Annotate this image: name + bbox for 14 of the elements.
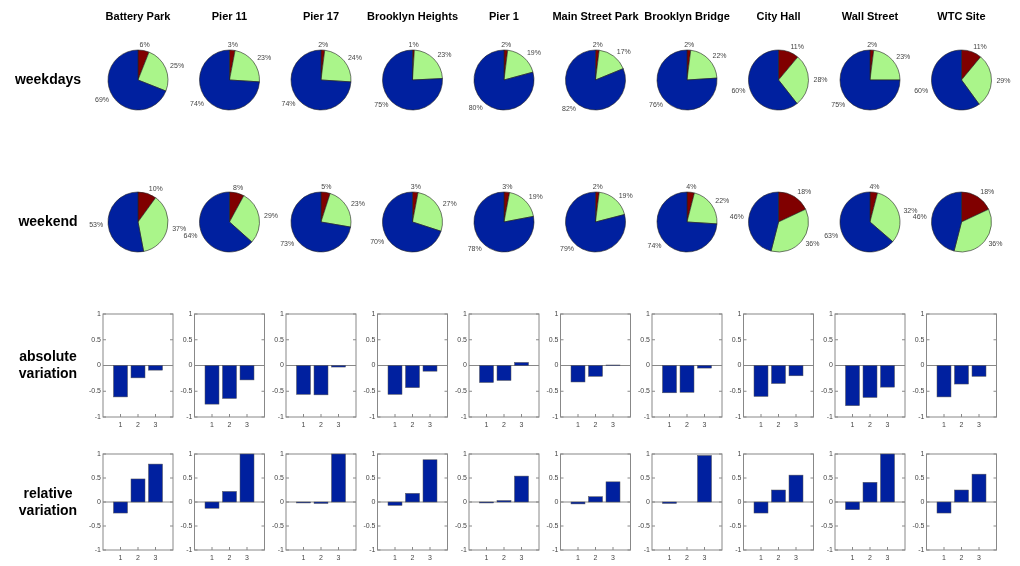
chart-title: Pier 17 xyxy=(302,10,340,22)
y-axis-title: relative variation xyxy=(18,484,78,518)
y-axis-title: absolute variation xyxy=(18,347,78,381)
text: weekdays xyxy=(13,70,82,87)
chart-title: Pier 11 xyxy=(211,10,248,22)
chart-title: Pier 1 xyxy=(489,10,519,22)
chart-title: Battery Park xyxy=(105,10,172,22)
chart-title: WTC Site xyxy=(937,10,986,22)
chart-title: Brooklyn Bridge xyxy=(644,10,730,22)
chart-title: City Hall xyxy=(756,10,801,22)
chart-title: Wall Street xyxy=(841,10,899,22)
chart-title: Main Street Park xyxy=(552,10,640,22)
chart-title: Brooklyn Heights xyxy=(366,10,459,22)
text: weekend xyxy=(17,212,78,229)
